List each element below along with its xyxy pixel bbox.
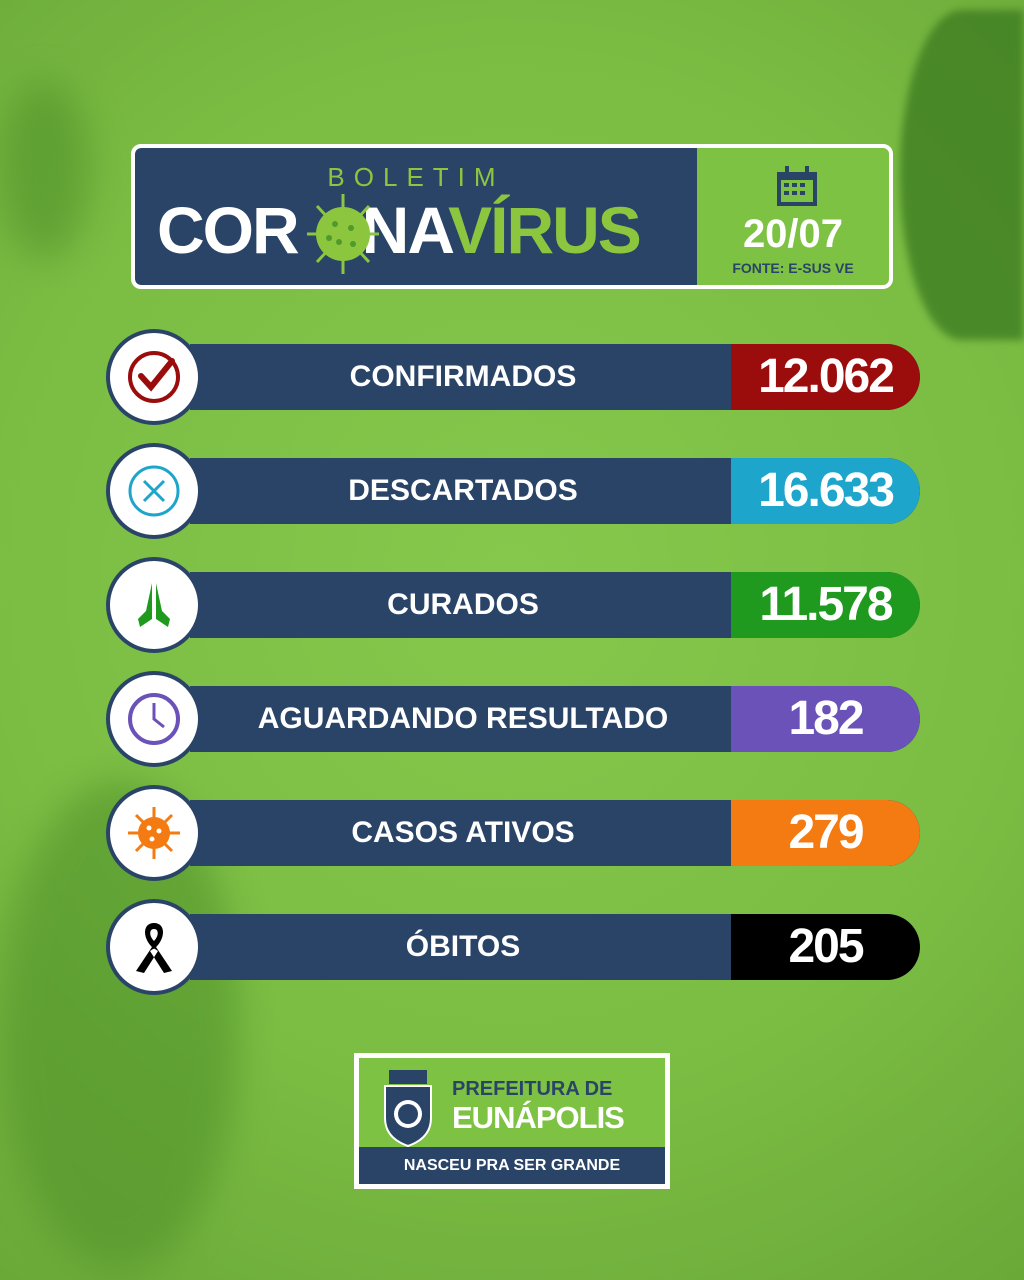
stat-row-óbitos: ÓBITOS 205 xyxy=(106,897,920,997)
stat-value: 11.578 xyxy=(731,572,920,638)
check-circle-icon xyxy=(128,351,180,403)
clock-icon xyxy=(128,693,180,745)
x-circle-icon xyxy=(128,465,180,517)
stat-label: CURADOS xyxy=(387,588,539,621)
stat-bar: CASOS ATIVOS 279 xyxy=(190,800,920,866)
stat-icon-badge xyxy=(106,899,202,995)
praying-hands-icon xyxy=(138,583,170,627)
prefeitura-logo: PREFEITURA DE EUNÁPOLIS NASCEU PRA SER G… xyxy=(354,1053,670,1189)
stat-bar: CONFIRMADOS 12.062 xyxy=(190,344,920,410)
title-part: VÍRUS xyxy=(448,193,642,267)
logo-line1: PREFEITURA DE xyxy=(452,1078,613,1100)
header-kicker: BOLETIM xyxy=(327,162,505,192)
background-virus-blur xyxy=(900,10,1024,340)
stat-icon-badge xyxy=(106,443,202,539)
stat-icon-badge xyxy=(106,785,202,881)
stat-label: CASOS ATIVOS xyxy=(351,816,575,849)
city-crest-icon xyxy=(384,1070,432,1148)
stat-label: ÓBITOS xyxy=(405,930,521,963)
stat-value: 12.062 xyxy=(731,344,920,410)
stat-row-confirmados: CONFIRMADOS 12.062 xyxy=(106,327,920,427)
data-source: FONTE: E-SUS VE xyxy=(732,260,854,276)
stat-icon-badge xyxy=(106,671,202,767)
stat-bar: ÓBITOS 205 xyxy=(190,914,920,980)
stat-icon-badge xyxy=(106,557,202,653)
logo-line2: EUNÁPOLIS xyxy=(452,1100,625,1135)
header-date-panel: 20/07 FONTE: E-SUS VE xyxy=(697,148,889,285)
stat-label: AGUARDANDO RESULTADO xyxy=(257,702,669,735)
stat-bar: AGUARDANDO RESULTADO 182 xyxy=(190,686,920,752)
header-title: COR NAVÍRUS xyxy=(157,192,642,268)
mourning-ribbon-icon xyxy=(136,923,172,973)
stat-value: 16.633 xyxy=(731,458,920,524)
calendar-icon xyxy=(777,166,817,206)
virus-icon xyxy=(128,807,180,859)
stat-row-curados: CURADOS 11.578 xyxy=(106,555,920,655)
title-part: NA xyxy=(361,193,450,267)
stat-value: 182 xyxy=(731,686,920,752)
stat-icon-badge xyxy=(106,329,202,425)
virus-icon xyxy=(307,194,379,274)
stat-value: 279 xyxy=(731,800,920,866)
stat-row-casos-ativos: CASOS ATIVOS 279 xyxy=(106,783,920,883)
bulletin-date: 20/07 xyxy=(742,212,844,256)
stat-label: DESCARTADOS xyxy=(348,474,578,507)
title-part: COR xyxy=(157,193,300,267)
background-virus-blur xyxy=(0,80,90,260)
stat-row-aguardando-resultado: AGUARDANDO RESULTADO 182 xyxy=(106,669,920,769)
stat-bar: DESCARTADOS 16.633 xyxy=(190,458,920,524)
stat-value: 205 xyxy=(731,914,920,980)
slogan: NASCEU PRA SER GRANDE xyxy=(359,1147,665,1184)
stat-label: CONFIRMADOS xyxy=(349,360,577,393)
stat-row-descartados: DESCARTADOS 16.633 xyxy=(106,441,920,541)
header-title-panel: BOLETIM COR NAVÍRUS xyxy=(135,148,697,285)
bulletin-header: BOLETIM COR NAVÍRUS 20/07 FONTE: E-SUS VE xyxy=(131,144,893,289)
stat-bar: CURADOS 11.578 xyxy=(190,572,920,638)
